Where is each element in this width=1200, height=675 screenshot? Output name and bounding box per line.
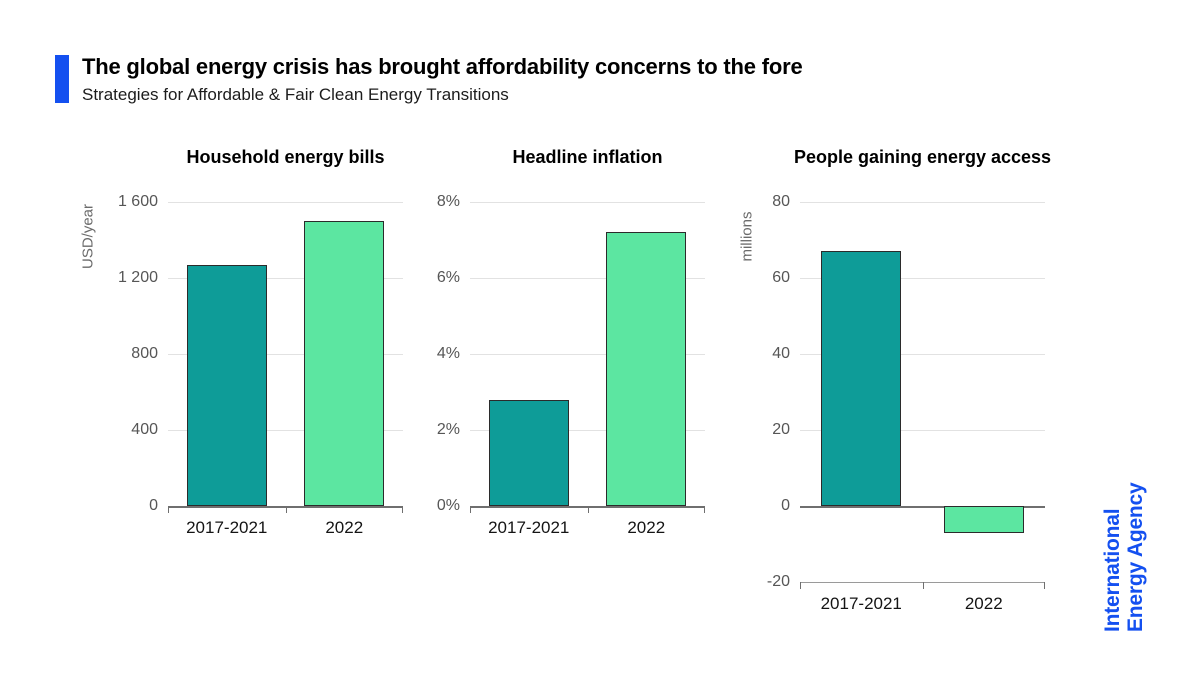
x-category-label: 2022	[964, 594, 1003, 613]
logo-line-2: Energy Agency	[1124, 482, 1148, 632]
x-axis-tick	[1044, 582, 1045, 589]
gridline	[800, 202, 1045, 203]
y-tick-label: 0%	[436, 497, 460, 514]
header-text: The global energy crisis has brought aff…	[82, 54, 803, 105]
x-axis-tick	[470, 506, 471, 513]
x-category-label: 2017-2021	[820, 594, 902, 613]
gridline	[470, 278, 705, 279]
y-tick-label: 6%	[436, 269, 460, 286]
iea-logo: International Energy Agency	[1101, 452, 1149, 632]
gridline	[168, 202, 403, 203]
logo-line-1: International	[1101, 508, 1124, 632]
x-axis-tick	[922, 582, 924, 589]
x-axis-tick	[402, 506, 403, 513]
y-tick-label: 0	[781, 497, 790, 514]
page-subtitle: Strategies for Affordable & Fair Clean E…	[82, 85, 509, 105]
y-tick-label: 40	[772, 345, 790, 362]
y-tick-label: 60	[772, 269, 790, 286]
header: The global energy crisis has brought aff…	[55, 54, 803, 105]
bar-2022	[606, 232, 687, 506]
y-tick-label: 20	[772, 421, 790, 438]
plot-area	[800, 202, 1045, 589]
x-category-label: 2017-2021	[488, 518, 570, 537]
x-category-label: 2022	[627, 518, 666, 537]
accent-bar	[55, 55, 69, 103]
x-category-label: 2022	[325, 518, 364, 537]
x-axis-tick	[800, 582, 801, 589]
y-tick-label: 8%	[436, 193, 460, 210]
gridline	[800, 430, 1045, 431]
plot-area	[470, 202, 705, 513]
gridline	[800, 354, 1045, 355]
y-tick-label: 80	[772, 193, 790, 210]
gridline	[470, 430, 705, 431]
chart-title: People gaining energy access	[793, 147, 1052, 167]
y-tick-label: 800	[131, 345, 158, 362]
gridline	[800, 278, 1045, 279]
y-tick-label: 1 200	[117, 269, 158, 286]
bar-2022	[943, 506, 1024, 533]
x-axis-tick	[704, 506, 705, 513]
y-tick-label: 400	[131, 421, 158, 438]
gridline	[470, 354, 705, 355]
gridline	[470, 202, 705, 203]
x-axis-tick	[587, 506, 589, 513]
x-category-label: 2017-2021	[186, 518, 268, 537]
y-tick-label: 2%	[436, 421, 460, 438]
bar-2022	[304, 221, 385, 506]
gridline	[168, 430, 403, 431]
y-tick-label: 4%	[436, 345, 460, 362]
bar-2017-2021	[821, 251, 902, 506]
y-tick-label: 1 600	[117, 193, 158, 210]
zero-axis-line	[800, 506, 1045, 508]
gridline	[168, 354, 403, 355]
x-axis-tick	[168, 506, 169, 513]
chart-title: Headline inflation	[512, 147, 663, 167]
x-axis-tick	[285, 506, 287, 513]
y-tick-label: -20	[766, 573, 790, 590]
plot-area	[168, 202, 403, 513]
gridline	[168, 278, 403, 279]
bar-2017-2021	[186, 264, 267, 506]
page-title: The global energy crisis has brought aff…	[82, 54, 803, 79]
y-tick-label: 0	[149, 497, 158, 514]
chart-title: Household energy bills	[186, 147, 385, 167]
bar-2017-2021	[488, 399, 569, 506]
